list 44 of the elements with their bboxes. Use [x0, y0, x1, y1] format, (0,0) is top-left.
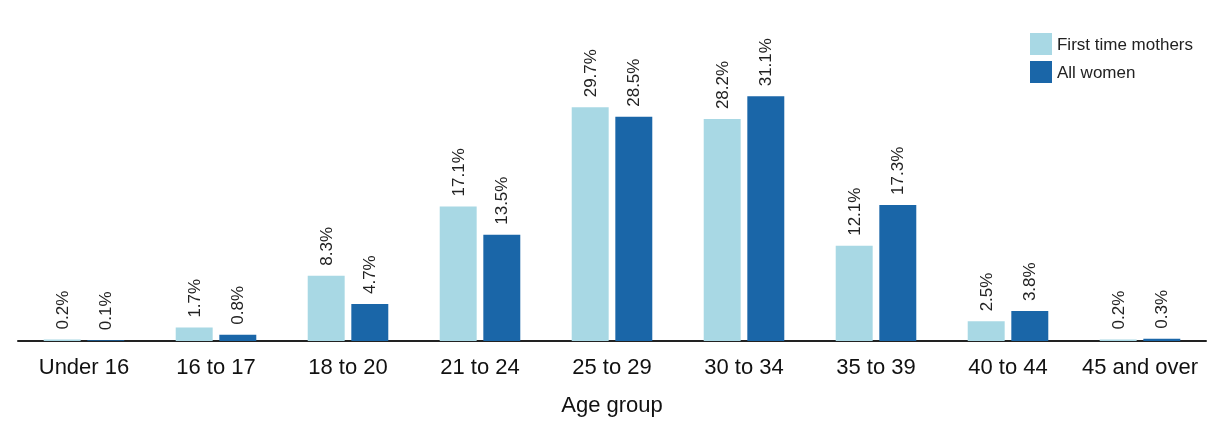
bar — [571, 107, 609, 341]
legend-label: All women — [1056, 62, 1136, 82]
x-tick-label: 40 to 44 — [968, 353, 1048, 379]
bar — [703, 119, 741, 341]
bar — [219, 334, 257, 341]
x-tick-label: 45 and over — [1081, 353, 1199, 379]
x-tick-label: 21 to 24 — [440, 353, 520, 379]
bar — [351, 304, 389, 341]
bar — [967, 321, 1005, 341]
data-label: 0.2% — [1108, 290, 1128, 330]
data-label: 28.2% — [712, 60, 732, 110]
data-label: 29.7% — [580, 49, 600, 98]
bar — [175, 327, 213, 341]
data-label: 31.1% — [756, 38, 776, 87]
bar — [879, 204, 917, 341]
data-label: 2.5% — [976, 272, 996, 312]
bar — [307, 275, 345, 341]
bar — [439, 206, 477, 341]
legend-label: First time mothers — [1056, 34, 1194, 54]
data-label: 8.3% — [316, 226, 336, 266]
data-label: 17.1% — [448, 148, 468, 197]
bar — [835, 245, 873, 341]
data-label: 1.7% — [184, 278, 204, 318]
bar — [483, 234, 521, 341]
x-tick-label: 25 to 29 — [572, 353, 652, 379]
x-tick-label: 18 to 20 — [308, 353, 388, 379]
x-tick-label: 35 to 39 — [836, 353, 916, 379]
data-label: 28.5% — [624, 58, 644, 107]
data-label: 0.8% — [228, 285, 248, 325]
x-tick-label: Under 16 — [38, 353, 130, 379]
bar — [747, 96, 785, 341]
data-label: 4.7% — [360, 255, 380, 295]
data-label: 0.2% — [52, 290, 72, 330]
x-axis-title: Age group — [561, 391, 663, 417]
data-label: 17.3% — [888, 146, 908, 195]
data-label: 3.8% — [1020, 262, 1040, 302]
data-label: 0.3% — [1152, 289, 1172, 329]
data-label: 0.1% — [96, 291, 116, 331]
x-tick-label: 30 to 34 — [704, 353, 784, 379]
data-label: 13.5% — [492, 176, 512, 225]
data-label: 12.1% — [844, 187, 864, 236]
bar — [615, 116, 653, 341]
bar — [1011, 311, 1049, 341]
x-tick-label: 16 to 17 — [176, 353, 256, 379]
